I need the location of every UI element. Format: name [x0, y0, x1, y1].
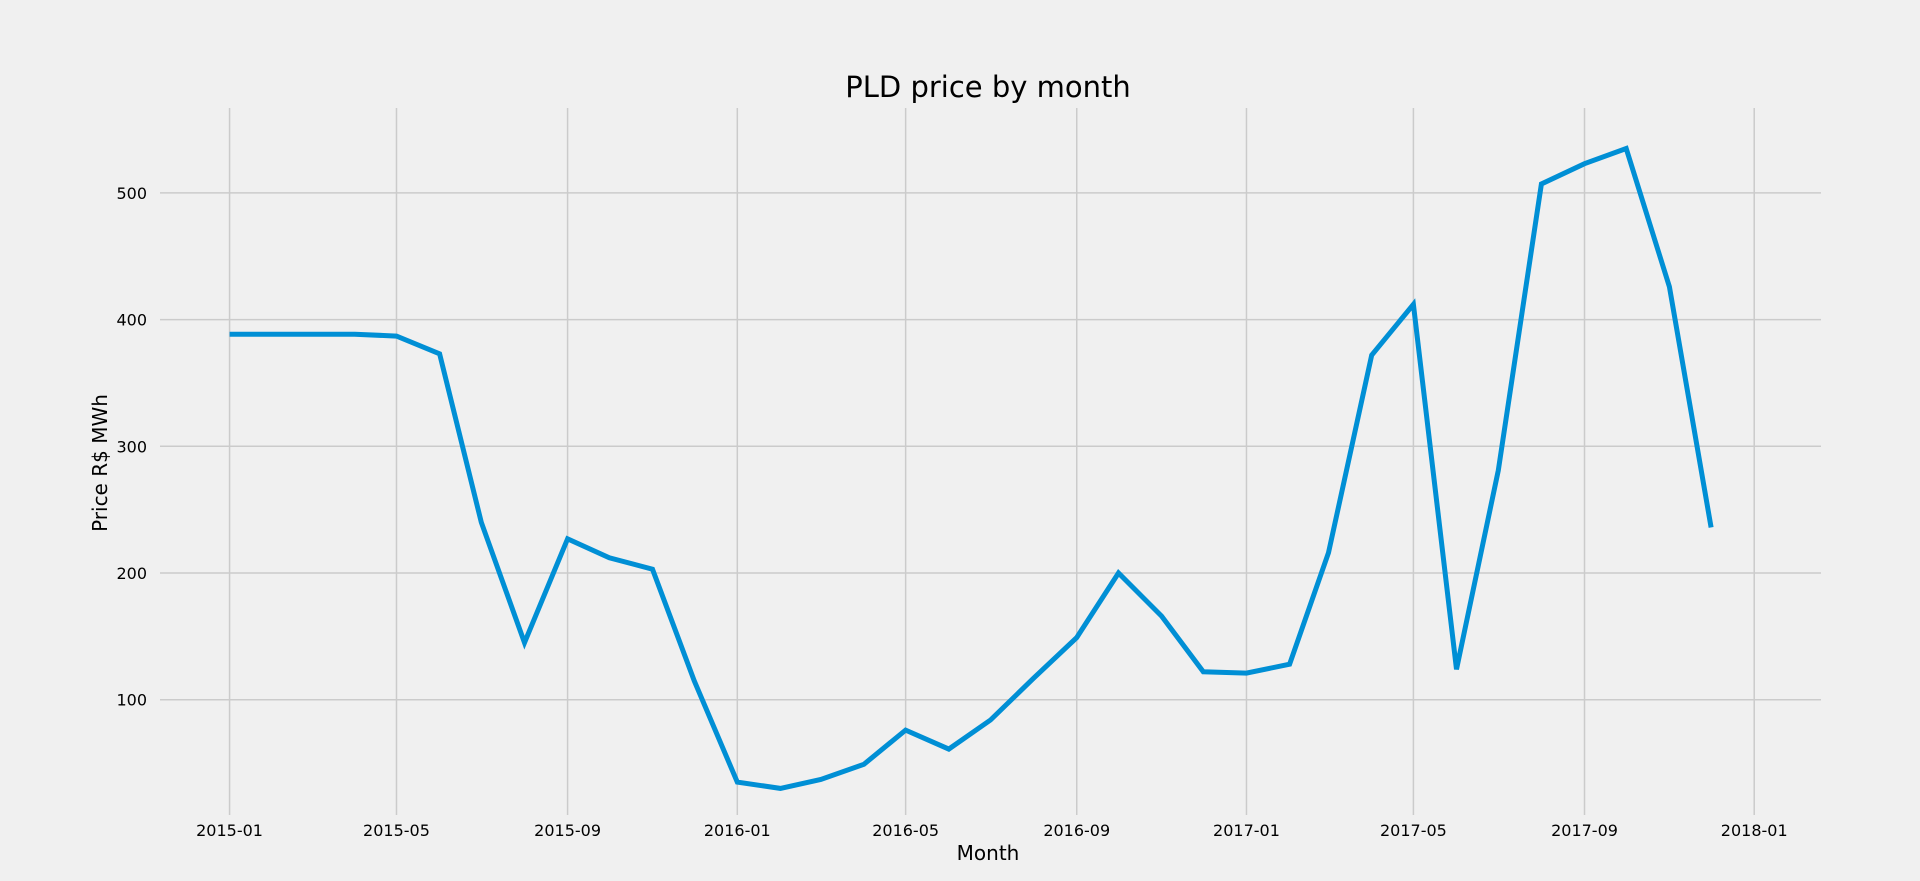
x-tick-label: 2017-05 — [1380, 821, 1447, 840]
y-tick-label: 300 — [116, 437, 147, 456]
price-series-line — [229, 145, 1714, 791]
x-tick-label: 2015-09 — [534, 821, 601, 840]
x-axis-label: Month — [957, 841, 1020, 865]
series-group — [229, 145, 1714, 791]
gridlines — [160, 108, 1821, 815]
x-tick-label: 2015-05 — [363, 821, 430, 840]
y-tick-label: 100 — [116, 691, 147, 710]
x-tick-label: 2017-01 — [1213, 821, 1280, 840]
x-tick-label: 2018-01 — [1721, 821, 1788, 840]
x-tick-label: 2017-09 — [1551, 821, 1618, 840]
y-tick-label: 200 — [116, 564, 147, 583]
x-tick-label: 2016-09 — [1043, 821, 1110, 840]
tick-labels: 2015-01 2015-05 2015-09 2016-01 2016-05 2016-… — [116, 184, 1787, 840]
y-tick-label: 400 — [116, 311, 147, 330]
chart-title: PLD price by month — [845, 70, 1131, 104]
y-axis-label: Price R$ MWh — [88, 394, 112, 532]
x-tick-label: 2016-05 — [872, 821, 939, 840]
y-tick-label: 500 — [116, 184, 147, 203]
x-tick-label: 2016-01 — [704, 821, 771, 840]
x-tick-label: 2015-01 — [196, 821, 263, 840]
